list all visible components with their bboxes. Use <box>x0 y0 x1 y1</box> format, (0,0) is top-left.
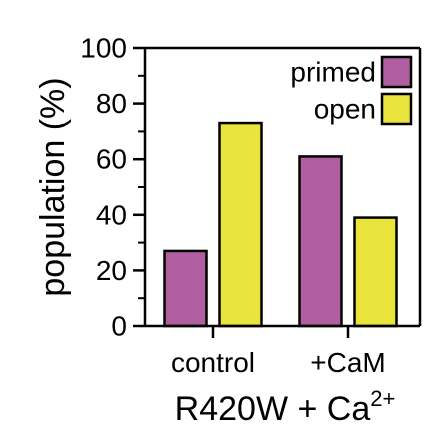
bars-group <box>163 121 398 328</box>
y-tick-label: 20 <box>96 255 127 286</box>
legend-label-primed: primed <box>290 57 376 88</box>
y-tick-label: 40 <box>96 199 127 230</box>
y-tick-label: 60 <box>96 144 127 175</box>
x-tick-label: +CaM <box>310 347 385 378</box>
bar-open-cam <box>353 216 398 328</box>
bar-primed-control <box>163 249 208 328</box>
x-ticks-group: control +CaM <box>171 326 386 378</box>
bar-open-control <box>218 121 263 328</box>
y-tick-label: 100 <box>80 33 127 64</box>
legend-swatch-open <box>380 92 413 126</box>
y-axis-label: population (%) <box>34 77 72 296</box>
x-tick-label: control <box>171 347 255 378</box>
x-axis-title-superscript: 2+ <box>370 386 395 411</box>
legend: primed open <box>290 55 413 126</box>
x-axis-title: R420W + Ca2+ <box>175 386 396 428</box>
y-tick-label: 0 <box>111 311 127 342</box>
legend-swatch-primed <box>380 55 413 89</box>
y-tick-label: 80 <box>96 88 127 119</box>
y-ticks-group: 0 20 40 60 80 100 <box>80 33 145 342</box>
x-axis-title-main: R420W + Ca <box>175 390 371 428</box>
legend-label-open: open <box>314 94 376 125</box>
bar-primed-cam <box>298 155 343 328</box>
